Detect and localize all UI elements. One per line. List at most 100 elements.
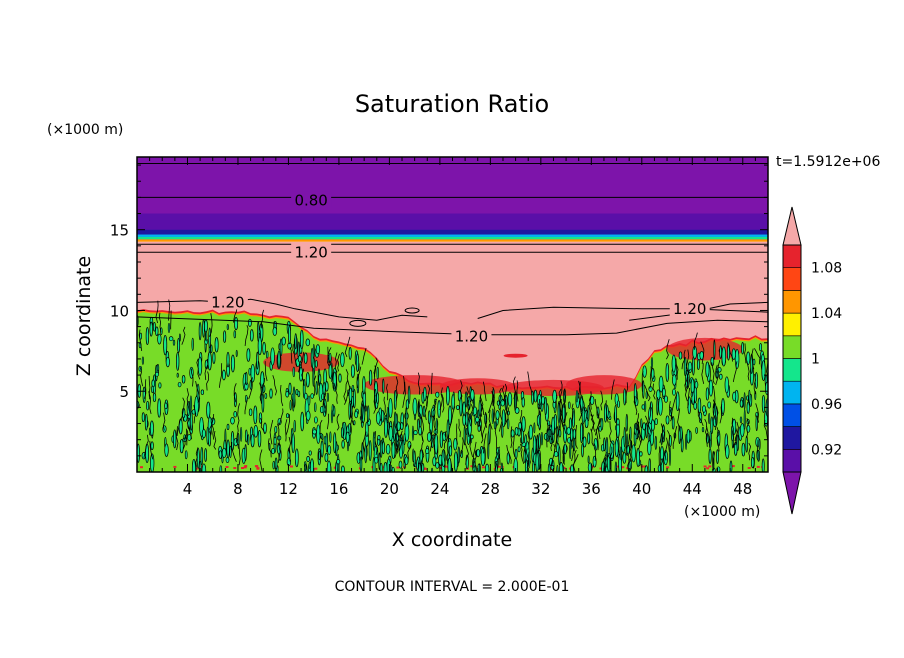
x-tick-label: 32 (531, 480, 550, 498)
convective-cell (319, 451, 321, 460)
convective-cell (601, 418, 603, 430)
convective-cell (180, 439, 183, 453)
convective-cell (369, 370, 372, 385)
convective-cell (582, 443, 584, 457)
convective-cell (381, 410, 384, 422)
convective-cell (454, 452, 457, 472)
convective-cell (223, 331, 225, 343)
convective-cell (386, 444, 390, 454)
convective-cell (258, 322, 260, 342)
convective-cell (518, 447, 520, 452)
convective-cell (354, 421, 356, 425)
convective-cell (147, 401, 149, 410)
surface-speckle (255, 465, 258, 467)
convective-cell (624, 427, 626, 447)
convective-cell (353, 389, 355, 408)
convective-cell (496, 411, 499, 420)
convective-cell (208, 352, 211, 370)
convective-cell (190, 396, 191, 411)
convective-cell (637, 448, 640, 466)
convective-cell (548, 464, 550, 477)
convective-cell (230, 446, 232, 458)
convective-cell (273, 461, 275, 469)
convective-cell (334, 433, 336, 453)
convective-cell (458, 447, 460, 463)
convective-cell (307, 456, 310, 461)
convective-cell (406, 407, 407, 426)
convective-cell (588, 456, 589, 463)
convective-cell (659, 397, 663, 415)
convective-cell (507, 419, 509, 429)
convective-cell (286, 392, 289, 398)
convective-cell (714, 340, 715, 359)
convective-cell (145, 414, 147, 430)
convective-cell (452, 395, 455, 410)
convective-cell (726, 445, 730, 459)
convective-cell (315, 403, 317, 412)
convective-cell (325, 382, 328, 392)
surface-speckle (233, 467, 236, 469)
convective-cell (539, 433, 541, 449)
convective-cell (719, 374, 722, 379)
convective-cell (709, 413, 710, 424)
convective-cell (251, 434, 254, 447)
convective-cell (321, 441, 323, 457)
colorbar-swatch (783, 290, 801, 313)
convective-cell (142, 357, 143, 365)
y-tick-label: 5 (119, 383, 129, 401)
convective-cell (173, 430, 176, 448)
convective-cell (436, 392, 439, 397)
convective-cell (382, 442, 384, 454)
convective-cell (515, 449, 517, 458)
convective-cell (408, 441, 411, 448)
convective-cell (341, 353, 345, 367)
convective-cell (308, 396, 310, 405)
convective-cell (576, 391, 578, 403)
convective-cell (313, 430, 317, 434)
convective-cell (275, 426, 277, 433)
convective-cell (327, 461, 331, 479)
convective-cell (146, 328, 149, 345)
convective-cell (709, 449, 711, 464)
convective-cell (464, 426, 465, 445)
convective-cell (501, 400, 505, 407)
convective-cell (234, 411, 237, 417)
convective-cell (222, 370, 225, 380)
convective-cell (702, 406, 705, 413)
convective-cell (202, 429, 205, 438)
convective-cell (756, 416, 758, 431)
convective-cell (753, 359, 755, 365)
convective-cell (363, 376, 366, 394)
contour-label: 1.20 (294, 243, 327, 261)
convective-cell (227, 424, 229, 430)
transition-band-orange (137, 239, 768, 241)
convective-cell (290, 400, 291, 410)
convective-cell (152, 386, 154, 393)
convective-cell (369, 441, 371, 461)
convective-cell (263, 342, 266, 354)
convective-cell (341, 427, 343, 438)
convective-cell (209, 328, 211, 348)
convective-cell (331, 410, 332, 423)
convective-cell (389, 426, 393, 441)
convective-cell (322, 434, 323, 440)
convective-cell (417, 419, 419, 431)
convective-cell (460, 397, 462, 416)
convective-cell (725, 377, 729, 393)
x-tick-label: 20 (380, 480, 399, 498)
convective-cell (316, 381, 318, 394)
convective-cell (666, 416, 669, 424)
x-axis-label: X coordinate (392, 529, 512, 551)
convective-cell (293, 387, 295, 407)
convective-cell (282, 337, 286, 345)
convective-cell (649, 459, 651, 473)
convective-cell (696, 428, 698, 434)
convective-cell (440, 431, 443, 448)
colorbar-swatch (783, 449, 801, 472)
x-tick-label: 28 (481, 480, 500, 498)
convective-cell (234, 438, 238, 446)
convective-cell (166, 357, 169, 367)
convective-cell (485, 464, 489, 475)
convective-cell (159, 383, 161, 388)
